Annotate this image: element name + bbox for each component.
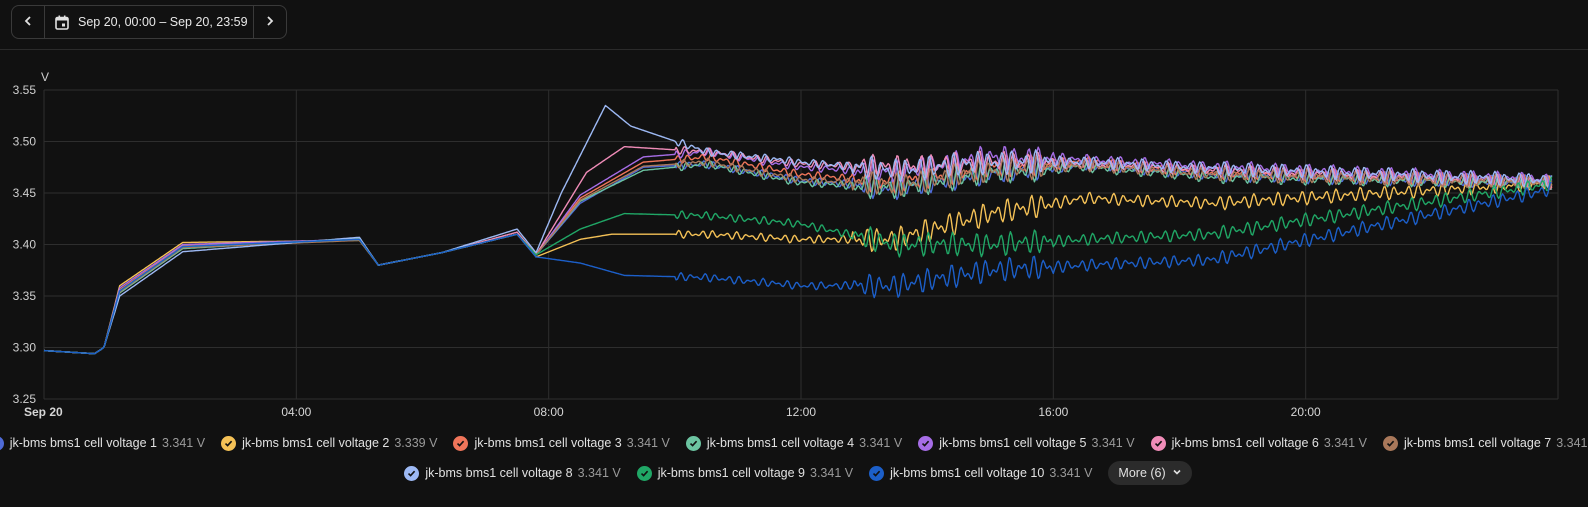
x-tick-label: 04:00 — [281, 405, 311, 419]
legend-item[interactable]: jk-bms bms1 cell voltage 2 3.339 V — [221, 435, 438, 451]
y-tick-label: 3.55 — [13, 83, 37, 97]
y-tick-label: 3.40 — [13, 238, 37, 252]
previous-period-button[interactable] — [12, 6, 45, 38]
x-tick-label: Sep 20 — [24, 405, 63, 419]
chevron-down-icon — [1172, 467, 1182, 480]
legend-item[interactable]: jk-bms bms1 cell voltage 9 3.341 V — [636, 465, 854, 481]
legend-label: jk-bms bms1 cell voltage 8 — [425, 466, 573, 480]
x-tick-label: 20:00 — [1291, 405, 1321, 419]
next-period-button[interactable] — [253, 6, 286, 38]
legend-item[interactable]: jk-bms bms1 cell voltage 3 3.341 V — [453, 435, 670, 451]
legend-value: 3.341 V — [1049, 466, 1093, 480]
more-series-button[interactable]: More (6) — [1108, 461, 1192, 485]
series-line — [43, 156, 1553, 355]
legend-label: jk-bms bms1 cell voltage 6 — [1171, 436, 1319, 450]
legend-label: jk-bms bms1 cell voltage 3 — [474, 436, 622, 450]
legend-value: 3.341 V — [626, 436, 670, 450]
legend-item[interactable]: jk-bms bms1 cell voltage 6 3.341 V — [1150, 435, 1367, 451]
series-line — [43, 176, 1553, 355]
legend-label: jk-bms bms1 cell voltage 5 — [939, 436, 1087, 450]
calendar-icon — [55, 15, 69, 30]
series-line — [43, 181, 1552, 355]
legend-item[interactable]: jk-bms bms1 cell voltage 8 3.341 V — [404, 465, 621, 481]
check-icon — [221, 435, 237, 451]
x-tick-label: 08:00 — [534, 405, 564, 419]
y-tick-label: 3.25 — [13, 392, 37, 406]
legend-label: jk-bms bms1 cell voltage 10 — [890, 466, 1045, 480]
check-icon — [0, 435, 4, 451]
series-line — [43, 155, 1553, 355]
series-line — [43, 175, 1553, 355]
legend-label: jk-bms bms1 cell voltage 9 — [657, 466, 805, 480]
date-range-picker: Sep 20, 00:00 – Sep 20, 23:59 — [11, 5, 287, 39]
series-line — [43, 157, 1553, 355]
legend-value: 3.339 V — [394, 436, 438, 450]
legend-value: 3.341 V — [1323, 436, 1367, 450]
chevron-right-icon — [264, 14, 276, 30]
x-tick-label: 12:00 — [786, 405, 816, 419]
y-tick-label: 3.45 — [13, 186, 37, 200]
more-series-label: More (6) — [1118, 466, 1166, 480]
legend-value: 3.341 V — [810, 466, 854, 480]
legend-value: 3.341 V — [1556, 436, 1588, 450]
legend-value: 3.341 V — [859, 436, 903, 450]
legend-item[interactable]: jk-bms bms1 cell voltage 5 3.341 V — [918, 435, 1135, 451]
legend-label: jk-bms bms1 cell voltage 1 — [9, 436, 157, 450]
legend-label: jk-bms bms1 cell voltage 4 — [706, 436, 855, 450]
chevron-left-icon — [22, 14, 34, 30]
date-range-label: Sep 20, 00:00 – Sep 20, 23:59 — [78, 15, 248, 29]
series-line — [43, 145, 1553, 355]
y-tick-label: 3.50 — [13, 135, 37, 149]
y-unit-label: V — [41, 70, 49, 84]
check-icon — [1382, 435, 1398, 451]
legend-value: 3.341 V — [161, 436, 206, 450]
legend-label: jk-bms bms1 cell voltage 2 — [242, 436, 390, 450]
legend-value: 3.341 V — [1091, 436, 1135, 450]
date-range-button[interactable]: Sep 20, 00:00 – Sep 20, 23:59 — [45, 6, 253, 38]
check-icon — [636, 465, 652, 481]
x-tick-label: 16:00 — [1038, 405, 1068, 419]
legend-item[interactable]: jk-bms bms1 cell voltage 1 3.341 V — [0, 435, 206, 451]
check-icon — [1150, 435, 1166, 451]
legend-item[interactable]: jk-bms bms1 cell voltage 4 3.341 V — [685, 435, 903, 451]
check-icon — [869, 465, 885, 481]
y-tick-label: 3.30 — [13, 341, 37, 355]
legend-item[interactable]: jk-bms bms1 cell voltage 7 3.341 V — [1382, 435, 1588, 451]
toolbar: Sep 20, 00:00 – Sep 20, 23:59 — [0, 0, 1588, 50]
check-icon — [453, 435, 469, 451]
series-group — [43, 104, 1553, 355]
legend-item[interactable]: jk-bms bms1 cell voltage 10 3.341 V — [869, 465, 1093, 481]
check-icon — [404, 465, 420, 481]
legend-value: 3.341 V — [577, 466, 621, 480]
check-icon — [685, 435, 701, 451]
series-line — [43, 104, 1553, 355]
y-tick-label: 3.35 — [13, 289, 37, 303]
check-icon — [918, 435, 934, 451]
legend-label: jk-bms bms1 cell voltage 7 — [1403, 436, 1552, 450]
